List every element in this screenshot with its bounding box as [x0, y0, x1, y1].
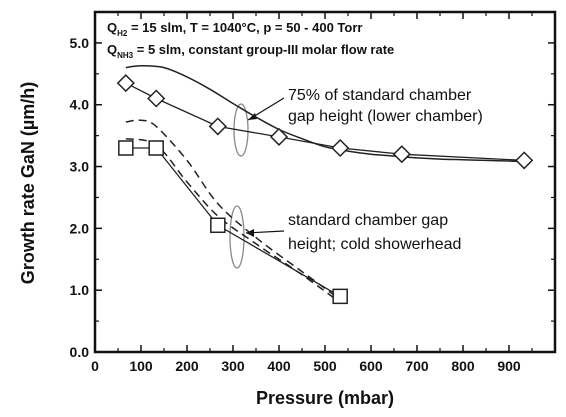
- conditions-line-2: QNH3 = 5 slm, constant group-III molar f…: [107, 42, 394, 60]
- conditions-q-2: Q: [107, 42, 117, 57]
- y-axis-title: Growth rate GaN (µm/h): [18, 82, 38, 284]
- diamond-data-point: [147, 89, 166, 108]
- y-tick-label: 5.0: [70, 35, 90, 51]
- data-series: [116, 74, 534, 305]
- x-tick-label: 200: [175, 358, 199, 374]
- x-tick-label: 400: [267, 358, 291, 374]
- x-tick-label: 500: [313, 358, 337, 374]
- conditions-rest-2: = 5 slm, constant group-III molar flow r…: [133, 42, 394, 57]
- y-tick-label: 2.0: [70, 220, 90, 236]
- conditions-rest-1: = 15 slm, T = 1040°C, p = 50 - 400 Torr: [127, 20, 362, 35]
- plot-frame: [93, 10, 557, 354]
- conditions-sub-2: NH3: [117, 51, 134, 60]
- y-tick-label: 4.0: [70, 97, 90, 113]
- y-tick-label: 1.0: [70, 282, 90, 298]
- diamond-data-point: [269, 127, 289, 146]
- annotation-upper-line-2: gap height (lower chamber): [288, 108, 483, 125]
- annotation-ellipse-lower: [229, 205, 245, 269]
- square-data-point: [148, 140, 164, 156]
- annotation-lower-line-1: standard chamber gap: [288, 212, 448, 229]
- y-tick-label: 0.0: [70, 344, 90, 360]
- conditions-sub-1: H2: [117, 29, 128, 38]
- annotation-upper-line-1: 75% of standard chamber: [288, 87, 472, 104]
- square-data-point: [118, 140, 134, 156]
- axis-ticks: 0 100 200 300 400 500 600 700 800 900 0.0 1.0 2.0 3.0…: [70, 12, 555, 374]
- diamond-data-point: [116, 74, 135, 93]
- series-2-line: [125, 147, 341, 297]
- conditions-line-1: QH2 = 15 slm, T = 1040°C, p = 50 - 400 T…: [107, 20, 362, 38]
- x-tick-label: 0: [91, 358, 99, 374]
- x-tick-label: 100: [129, 358, 153, 374]
- x-tick-label: 900: [497, 358, 521, 374]
- annotation-ellipse-upper: [233, 103, 249, 157]
- diamond-data-point: [515, 151, 534, 170]
- x-tick-label: 800: [451, 358, 475, 374]
- annotation-arrowhead-upper: [248, 113, 257, 120]
- conditions-q-1: Q: [107, 20, 117, 35]
- x-tick-label: 300: [221, 358, 245, 374]
- square-data-point: [210, 217, 226, 234]
- annotation-lower-line-2: height; cold showerhead: [288, 236, 461, 253]
- x-tick-label: 600: [359, 358, 383, 374]
- diamond-data-point: [208, 117, 227, 136]
- model-curve-2: [125, 119, 341, 301]
- y-tick-label: 3.0: [70, 159, 90, 175]
- diamond-data-point: [331, 138, 350, 158]
- square-data-point: [332, 288, 348, 305]
- x-tick-label: 700: [405, 358, 429, 374]
- model-curve-1: [125, 65, 525, 163]
- diamond-data-point: [392, 145, 411, 164]
- x-axis-title: Pressure (mbar): [256, 388, 394, 408]
